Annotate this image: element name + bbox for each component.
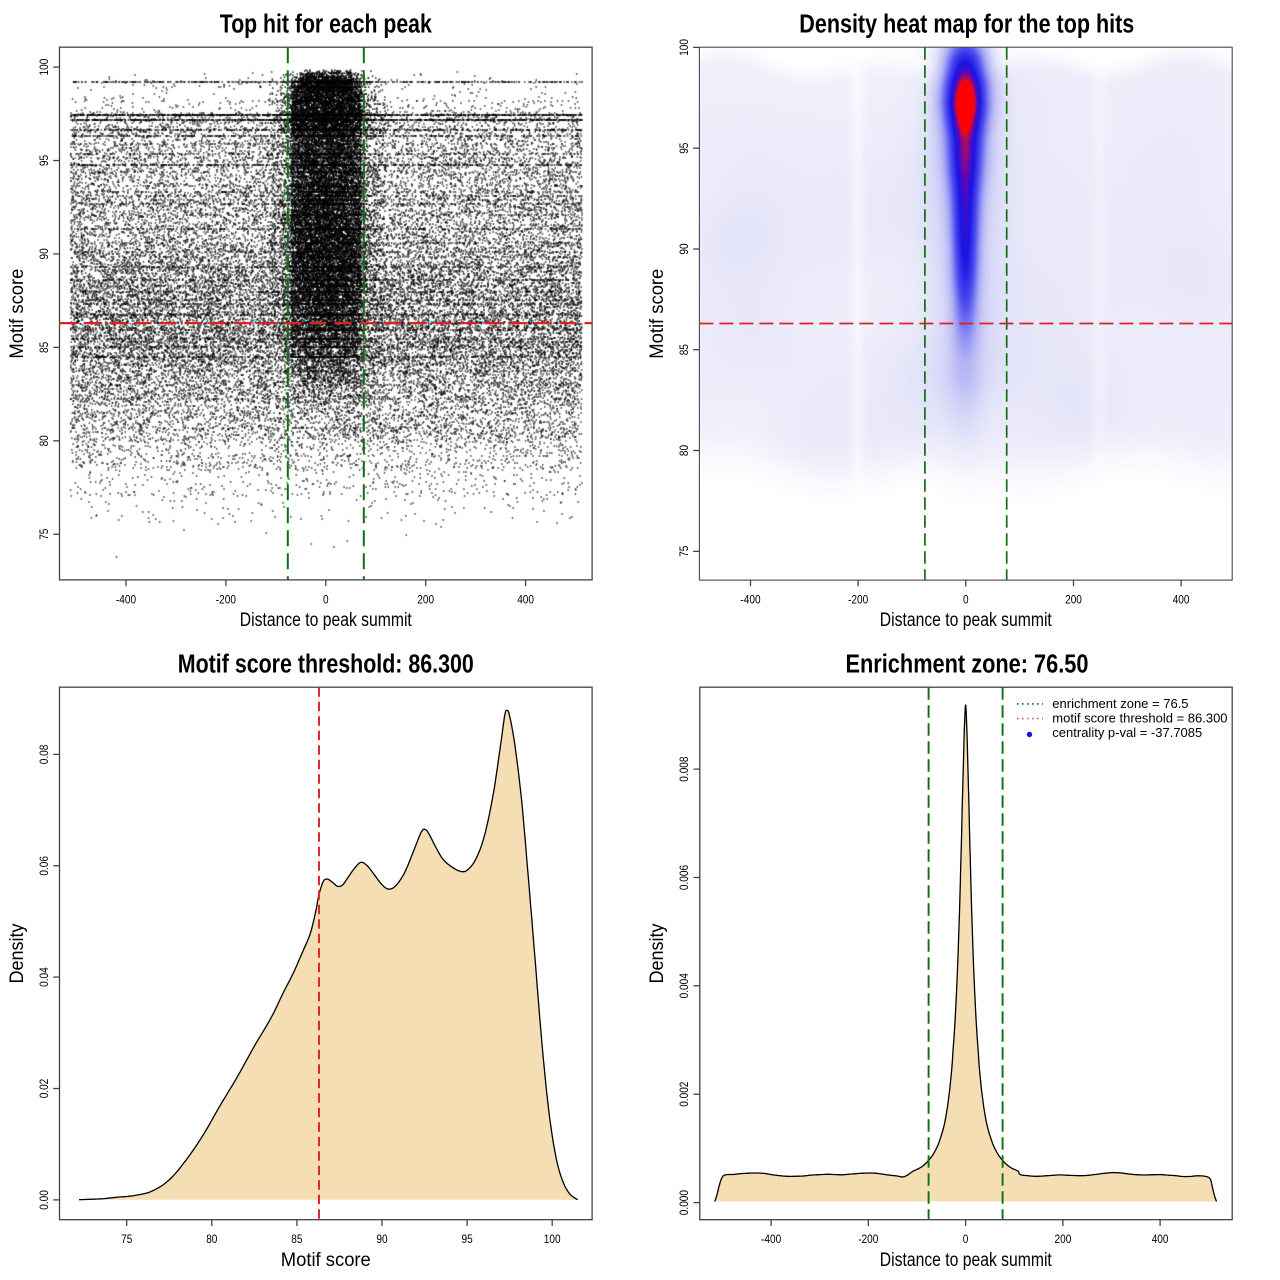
- svg-text:-400: -400: [761, 1232, 781, 1246]
- svg-text:90: 90: [677, 243, 691, 254]
- svg-text:Top hit for each peak: Top hit for each peak: [220, 11, 433, 39]
- svg-text:0: 0: [323, 592, 329, 606]
- svg-text:Motif score: Motif score: [647, 269, 668, 359]
- svg-text:0.00: 0.00: [37, 1190, 51, 1210]
- svg-text:100: 100: [544, 1232, 561, 1246]
- svg-text:200: 200: [1065, 592, 1082, 606]
- svg-text:0.08: 0.08: [37, 744, 51, 764]
- svg-text:95: 95: [677, 142, 691, 153]
- svg-text:-200: -200: [848, 592, 868, 606]
- svg-text:centrality p-val = -37.7085: centrality p-val = -37.7085: [1052, 725, 1202, 740]
- svg-text:75: 75: [677, 545, 691, 556]
- svg-text:0.008: 0.008: [677, 756, 691, 781]
- svg-text:0.004: 0.004: [677, 973, 691, 998]
- svg-text:Density: Density: [647, 923, 668, 983]
- svg-text:0.04: 0.04: [37, 967, 51, 987]
- svg-text:80: 80: [677, 445, 691, 456]
- svg-text:-400: -400: [740, 592, 760, 606]
- svg-text:400: 400: [1152, 1232, 1169, 1246]
- svg-text:Motif score threshold: 86.300: Motif score threshold: 86.300: [178, 650, 474, 678]
- svg-text:95: 95: [37, 155, 51, 166]
- svg-text:75: 75: [37, 528, 51, 539]
- svg-text:Distance to peak summit: Distance to peak summit: [880, 1250, 1053, 1271]
- svg-text:95: 95: [462, 1232, 473, 1246]
- svg-text:85: 85: [677, 344, 691, 355]
- svg-text:400: 400: [517, 592, 534, 606]
- svg-text:Density heat map for the top h: Density heat map for the top hits: [799, 11, 1134, 39]
- svg-text:0: 0: [963, 592, 969, 606]
- svg-text:90: 90: [37, 248, 51, 259]
- svg-text:200: 200: [417, 592, 434, 606]
- svg-text:80: 80: [206, 1232, 217, 1246]
- svg-text:0.06: 0.06: [37, 856, 51, 876]
- svg-text:0.006: 0.006: [677, 865, 691, 890]
- svg-text:100: 100: [37, 58, 51, 75]
- svg-text:enrichment zone = 76.5: enrichment zone = 76.5: [1052, 696, 1188, 711]
- svg-text:-400: -400: [116, 592, 136, 606]
- svg-text:400: 400: [1173, 592, 1190, 606]
- svg-text:motif score threshold = 86.300: motif score threshold = 86.300: [1052, 711, 1227, 726]
- svg-text:Distance to peak summit: Distance to peak summit: [880, 610, 1053, 631]
- svg-text:200: 200: [1055, 1232, 1072, 1246]
- svg-text:85: 85: [291, 1232, 302, 1246]
- svg-text:Enrichment zone: 76.50: Enrichment zone: 76.50: [846, 650, 1089, 678]
- svg-text:0.000: 0.000: [677, 1190, 691, 1215]
- svg-text:0: 0: [963, 1232, 969, 1246]
- svg-text:80: 80: [37, 435, 51, 446]
- svg-text:0.02: 0.02: [37, 1078, 51, 1098]
- svg-text:85: 85: [37, 342, 51, 353]
- svg-text:Distance to peak summit: Distance to peak summit: [240, 610, 413, 631]
- svg-text:0.002: 0.002: [677, 1081, 691, 1106]
- svg-text:-200: -200: [858, 1232, 878, 1246]
- svg-text:Density: Density: [7, 923, 28, 983]
- svg-text:Motif score: Motif score: [7, 269, 28, 359]
- svg-text:-200: -200: [216, 592, 236, 606]
- svg-text:Motif score: Motif score: [281, 1250, 371, 1271]
- svg-text:90: 90: [376, 1232, 387, 1246]
- svg-text:75: 75: [121, 1232, 132, 1246]
- svg-text:100: 100: [677, 39, 691, 56]
